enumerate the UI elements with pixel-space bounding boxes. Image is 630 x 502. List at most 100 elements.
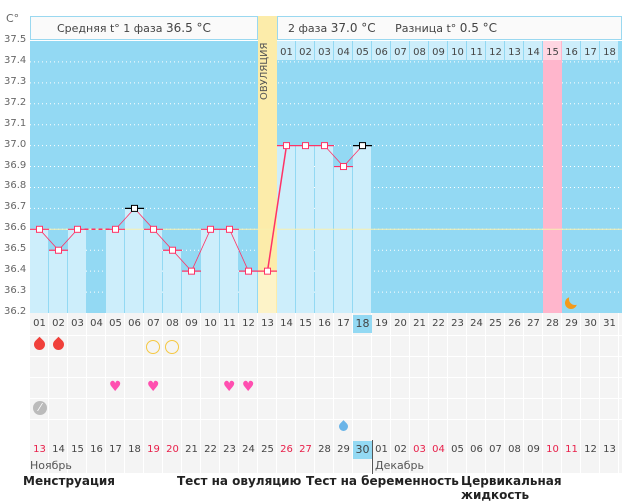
- phase2-day-cell: [353, 41, 371, 60]
- heart-icon[interactable]: ♥: [147, 379, 160, 395]
- calendar-date[interactable]: 07: [489, 444, 502, 455]
- cycle-day[interactable]: 10: [204, 318, 217, 329]
- calendar-date[interactable]: 17: [109, 444, 122, 455]
- legend-menstruation[interactable]: Менструация: [23, 474, 115, 488]
- calendar-date[interactable]: 15: [71, 444, 84, 455]
- y-tick-label: 37.1: [4, 117, 27, 129]
- cycle-day[interactable]: 27: [527, 318, 540, 329]
- calendar-date[interactable]: 01: [375, 444, 388, 455]
- temperature-bar: [334, 166, 352, 313]
- cycle-day[interactable]: 29: [565, 318, 578, 329]
- cycle-day[interactable]: 26: [508, 318, 521, 329]
- cycle-day[interactable]: 01: [33, 318, 46, 329]
- phase2-day-cell: [315, 41, 333, 60]
- cycle-day[interactable]: 08: [166, 318, 179, 329]
- cycle-day[interactable]: 20: [394, 318, 407, 329]
- calendar-date[interactable]: 21: [185, 444, 198, 455]
- phase2-day-label: 11: [470, 47, 483, 58]
- heart-icon[interactable]: ♥: [223, 379, 236, 395]
- calendar-date[interactable]: 26: [280, 444, 293, 455]
- calendar-date[interactable]: 04: [432, 444, 445, 455]
- cycle-day[interactable]: 13: [261, 318, 274, 329]
- calendar-date[interactable]: 14: [52, 444, 65, 455]
- calendar-date-today[interactable]: 30: [353, 441, 372, 459]
- calendar-date[interactable]: 13: [603, 444, 616, 455]
- cycle-day[interactable]: 21: [413, 318, 426, 329]
- series-segment: [229, 229, 249, 272]
- cycle-day[interactable]: 24: [470, 318, 483, 329]
- row-divider: [30, 398, 622, 399]
- cycle-day[interactable]: 06: [128, 318, 141, 329]
- temperature-point: [359, 142, 366, 150]
- cycle-day[interactable]: 28: [546, 318, 559, 329]
- series-segment: [191, 229, 211, 272]
- phase2-day-label: 02: [299, 47, 312, 58]
- cycle-day[interactable]: 09: [185, 318, 198, 329]
- calendar-date[interactable]: 20: [166, 444, 179, 455]
- phase2-day-cell: [505, 41, 523, 60]
- temperature-point: [340, 163, 347, 171]
- calendar-date[interactable]: 19: [147, 444, 160, 455]
- cycle-day[interactable]: 15: [299, 318, 312, 329]
- calendar-date[interactable]: 05: [451, 444, 464, 455]
- calendar-date[interactable]: 22: [204, 444, 217, 455]
- cycle-day[interactable]: 17: [337, 318, 350, 329]
- ovulation-test-icon[interactable]: [146, 340, 160, 354]
- heart-icon[interactable]: ♥: [109, 379, 122, 395]
- cycle-day[interactable]: 14: [280, 318, 293, 329]
- cycle-day[interactable]: 30: [584, 318, 597, 329]
- ovulation-test-icon[interactable]: [165, 340, 179, 354]
- calendar-date[interactable]: 29: [337, 444, 350, 455]
- calendar-date[interactable]: 08: [508, 444, 521, 455]
- calendar-date[interactable]: 03: [413, 444, 426, 455]
- calendar-date[interactable]: 02: [394, 444, 407, 455]
- calendar-date[interactable]: 27: [299, 444, 312, 455]
- calendar-date[interactable]: 23: [223, 444, 236, 455]
- calendar-date[interactable]: 16: [90, 444, 103, 455]
- cycle-day[interactable]: 07: [147, 318, 160, 329]
- cycle-day[interactable]: 22: [432, 318, 445, 329]
- calendar-date[interactable]: 06: [470, 444, 483, 455]
- temperature-bar: [30, 229, 48, 313]
- temperature-point: [36, 225, 43, 233]
- calendar-date[interactable]: 24: [242, 444, 255, 455]
- legend-cervical-fluid[interactable]: Цервикальная жидкость: [461, 474, 562, 502]
- cycle-day[interactable]: 03: [71, 318, 84, 329]
- cycle-day[interactable]: 19: [375, 318, 388, 329]
- temperature-point: [283, 142, 290, 150]
- cycle-day[interactable]: 31: [603, 318, 616, 329]
- pill-icon[interactable]: ⁄: [33, 401, 47, 415]
- legend-pregnancy-test[interactable]: Тест на беременность: [306, 474, 459, 488]
- diff-value: 0.5 °C: [459, 21, 498, 35]
- phase2-day-label: 04: [337, 47, 350, 58]
- y-tick-label: 36.7: [4, 201, 27, 213]
- calendar-date[interactable]: 11: [565, 444, 578, 455]
- heart-icon[interactable]: ♥: [242, 379, 255, 395]
- cycle-day[interactable]: 05: [109, 318, 122, 329]
- cycle-day[interactable]: 11: [223, 318, 236, 329]
- calendar-date[interactable]: 28: [318, 444, 331, 455]
- temperature-point: [169, 246, 176, 254]
- phase2-day-label: 15: [546, 47, 559, 58]
- cycle-day[interactable]: 04: [90, 318, 103, 329]
- calendar-date[interactable]: 09: [527, 444, 540, 455]
- cycle-day[interactable]: 23: [451, 318, 464, 329]
- temperature-bar: [49, 250, 67, 313]
- cycle-day[interactable]: 25: [489, 318, 502, 329]
- calendar-date[interactable]: 12: [584, 444, 597, 455]
- cycle-day[interactable]: 16: [318, 318, 331, 329]
- temperature-point: [207, 225, 214, 233]
- calendar-date[interactable]: 25: [261, 444, 274, 455]
- calendar-date[interactable]: 13: [33, 444, 46, 455]
- cycle-day[interactable]: 02: [52, 318, 65, 329]
- cycle-day-today[interactable]: 18: [353, 315, 372, 333]
- legend-ovulation-test[interactable]: Тест на овуляцию: [177, 474, 302, 488]
- phase2-day-cell: [581, 41, 599, 60]
- temperature-point: [150, 225, 157, 233]
- y-tick-label: 37.3: [4, 75, 27, 87]
- calendar-date[interactable]: 10: [546, 444, 559, 455]
- cycle-day[interactable]: 12: [242, 318, 255, 329]
- temperature-bar: [258, 271, 276, 313]
- y-tick-label: 36.5: [4, 243, 27, 255]
- calendar-date[interactable]: 18: [128, 444, 141, 455]
